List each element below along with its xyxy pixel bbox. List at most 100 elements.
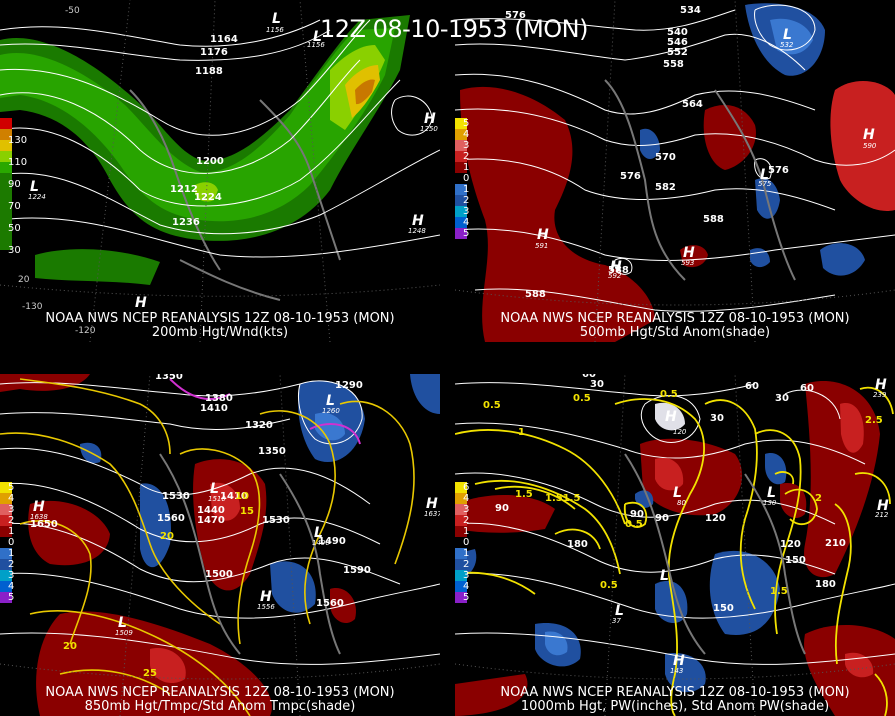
legend-label: 2: [8, 515, 15, 526]
panel-1000mb: 6 4 3 2 1 0 1 2 3 4 5 60 30 60 30 0.5 0.…: [455, 374, 895, 716]
legend-labels-1000mb: 6 4 3 2 1 0 1 2 3 4 5: [463, 482, 469, 603]
contour-label: 558: [663, 59, 684, 70]
temp-label: 15: [240, 506, 254, 517]
contour-label: 534: [680, 5, 701, 16]
pw-label: 1.5: [770, 586, 788, 597]
legend-label: 0: [463, 537, 470, 548]
legend-label: 4: [463, 493, 470, 504]
extremum-value: 1510: [208, 495, 226, 503]
anom-shade-pos3b: [150, 648, 186, 684]
contour-label: 150: [785, 555, 806, 566]
panel-caption-line2: 500mb Hgt/Std Anom(shade): [579, 325, 771, 340]
extremum-value: 1490: [312, 539, 330, 547]
anom-shade-pos2: [703, 105, 756, 170]
contour-label: 180: [815, 579, 836, 590]
legend-label: 1: [463, 526, 470, 537]
legend-label: 110: [8, 157, 28, 168]
extremum-type: H: [412, 213, 424, 229]
anom-shade-neg4: [820, 243, 865, 276]
contour-label: 90: [495, 503, 509, 514]
wind-shade-30b: [35, 249, 160, 285]
panel-caption-line2: 850mb Hgt/Tmpc/Std Anom Tmpc(shade): [84, 699, 356, 714]
extremum-type: L: [783, 27, 792, 43]
contour-label: 120: [705, 513, 726, 524]
main-title: 12Z 08-10-1953 (MON): [320, 15, 589, 43]
contour-label: 588: [525, 289, 546, 300]
extremum-type: H: [33, 499, 45, 515]
panel-500mb: 5 4 3 2 1 0 1 2 3 4 5 576 534 540 546 55…: [455, 0, 895, 342]
legend-label: 30: [8, 245, 21, 256]
extremum-type: L: [314, 525, 323, 541]
contour-label: 180: [567, 539, 588, 550]
map-850mb: [0, 374, 440, 716]
anom-shade-pos1b: [655, 457, 684, 491]
extremum-value: 37: [612, 617, 621, 625]
contour-label: 150: [713, 603, 734, 614]
extremum-type: H: [673, 653, 685, 669]
pw-label: 1.5: [515, 489, 533, 500]
lon-label: -120: [75, 326, 96, 336]
legend-label: 1: [463, 184, 470, 195]
anom-shade-pos1: [28, 500, 110, 566]
extremum-value: 212: [875, 511, 889, 519]
contour-label: 576: [620, 171, 641, 182]
anom-shade-hi: [655, 402, 685, 431]
contour-label: 1200: [196, 156, 224, 167]
contour-label: 1410: [200, 403, 228, 414]
extremum-value: 1248: [408, 227, 426, 235]
anom-shade-pos5: [455, 674, 528, 716]
extremum-value: 1224: [28, 193, 46, 201]
contour-label: 552: [667, 47, 688, 58]
lon-label: 20: [18, 275, 30, 285]
legend-label: 4: [8, 493, 15, 504]
contour-label: 1320: [245, 420, 273, 431]
panel-200mb: 130 110 90 70 50 30 1164 1176 1188 1200 …: [0, 0, 440, 342]
pw-label: 2: [815, 493, 822, 504]
extremum-value: 1637: [424, 510, 440, 518]
legend-labels-200mb: 130 110 90 70 50 30: [8, 130, 27, 262]
contour-label: 576: [768, 165, 789, 176]
anom-shade-neg6: [765, 453, 787, 485]
temp-contour-purple: [169, 378, 361, 445]
extremum-value: 143: [670, 667, 684, 675]
map-200mb: [0, 0, 440, 342]
contour-label: 120: [780, 539, 801, 550]
contour-label: 1560: [316, 598, 344, 609]
contour-label: 1590: [343, 565, 371, 576]
contour-label: 1350: [155, 374, 183, 382]
legend-label: 5: [463, 592, 470, 603]
legend-label: 3: [463, 504, 470, 515]
legend-label: 5: [8, 592, 15, 603]
extremum-value: 130: [763, 499, 777, 507]
legend-label: 3: [463, 140, 470, 151]
legend-label: 3: [8, 504, 15, 515]
extremum-type: L: [118, 615, 127, 631]
legend-label: 0: [463, 173, 470, 184]
anom-shade-pos2b: [210, 482, 240, 521]
panel-caption-line2: 1000mb Hgt, PW(inches), Std Anom PW(shad…: [520, 699, 830, 714]
contour-label: 1164: [210, 34, 238, 45]
contour-label: 1224: [194, 192, 222, 203]
contour-label: 546: [667, 37, 688, 48]
contour-label: 1380: [205, 393, 233, 404]
legend-label: 1: [8, 526, 15, 537]
extremum-type: H: [683, 245, 695, 261]
contour-label: 60: [800, 383, 814, 394]
legend-label: 130: [8, 135, 28, 146]
anom-shade-neg2: [640, 128, 660, 159]
temp-label: 20: [63, 641, 77, 652]
panel-caption-line1: NOAA NWS NCEP REANALYSIS 12Z 08-10-1953 …: [45, 685, 395, 700]
pw-label: 2.5: [865, 415, 883, 426]
legend-label: 3: [463, 570, 470, 581]
extremum-value: 591: [535, 242, 549, 250]
wind-shade-110: [355, 79, 375, 105]
anom-shade-pos2b: [840, 403, 864, 453]
legend-labels-850mb: 5 4 3 2 1 0 1 2 3 4 5: [8, 482, 14, 603]
contour-label: 1188: [195, 66, 223, 77]
contour-label: 540: [667, 27, 688, 38]
legend-label: 0: [8, 537, 15, 548]
legend-1000mb: [455, 482, 467, 603]
legend-labels-500mb: 5 4 3 2 1 0 1 2 3 4 5: [463, 118, 469, 239]
legend-label: 5: [463, 118, 470, 129]
